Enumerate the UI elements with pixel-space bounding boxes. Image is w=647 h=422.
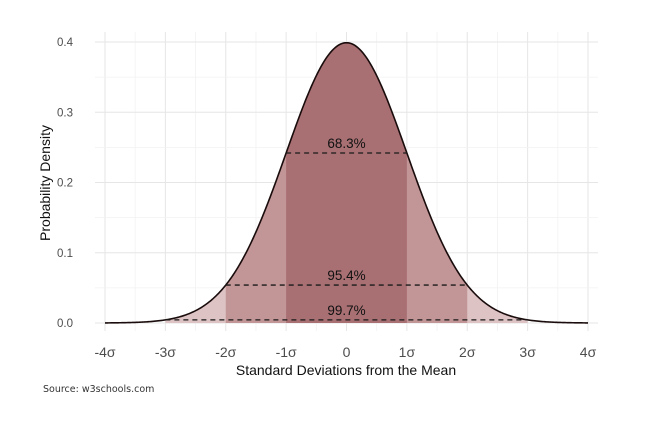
annotations: 68.3% 95.4% 99.7% [165, 136, 528, 321]
x-tick-label: -3σ [155, 344, 176, 360]
x-tick-label: -2σ [215, 344, 236, 360]
density-curve [104, 41, 589, 324]
source-caption: Source: w3schools.com [43, 384, 155, 395]
x-tick-label: -4σ [94, 344, 115, 360]
axis-ticks: -4σ -3σ -2σ -1σ 0 1σ 2σ 3σ 4σ 0.0 0.1 0.2 0.3 0.4 [57, 37, 597, 360]
x-tick-label: 4σ [580, 344, 597, 360]
annotation-label: 99.7% [327, 303, 365, 318]
annotation-label: 95.4% [327, 268, 365, 283]
x-axis-label: Standard Deviations from the Mean [236, 362, 456, 378]
y-tick-label: 0.1 [57, 248, 73, 260]
y-tick-label: 0.3 [57, 107, 73, 119]
x-tick-label: 3σ [519, 344, 536, 360]
shaded-bands [165, 42, 528, 324]
x-tick-label: 0 [343, 344, 351, 360]
y-axis-label: Probability Density [37, 125, 53, 241]
x-tick-label: 2σ [459, 344, 476, 360]
y-tick-label: 0.0 [57, 318, 73, 330]
y-tick-label: 0.2 [57, 178, 73, 190]
x-tick-label: -1σ [276, 344, 297, 360]
y-tick-label: 0.4 [57, 37, 74, 49]
band-683 [286, 42, 407, 324]
annotation-label: 68.3% [327, 136, 365, 151]
x-tick-label: 1σ [399, 344, 416, 360]
density-curve-group [104, 41, 589, 324]
